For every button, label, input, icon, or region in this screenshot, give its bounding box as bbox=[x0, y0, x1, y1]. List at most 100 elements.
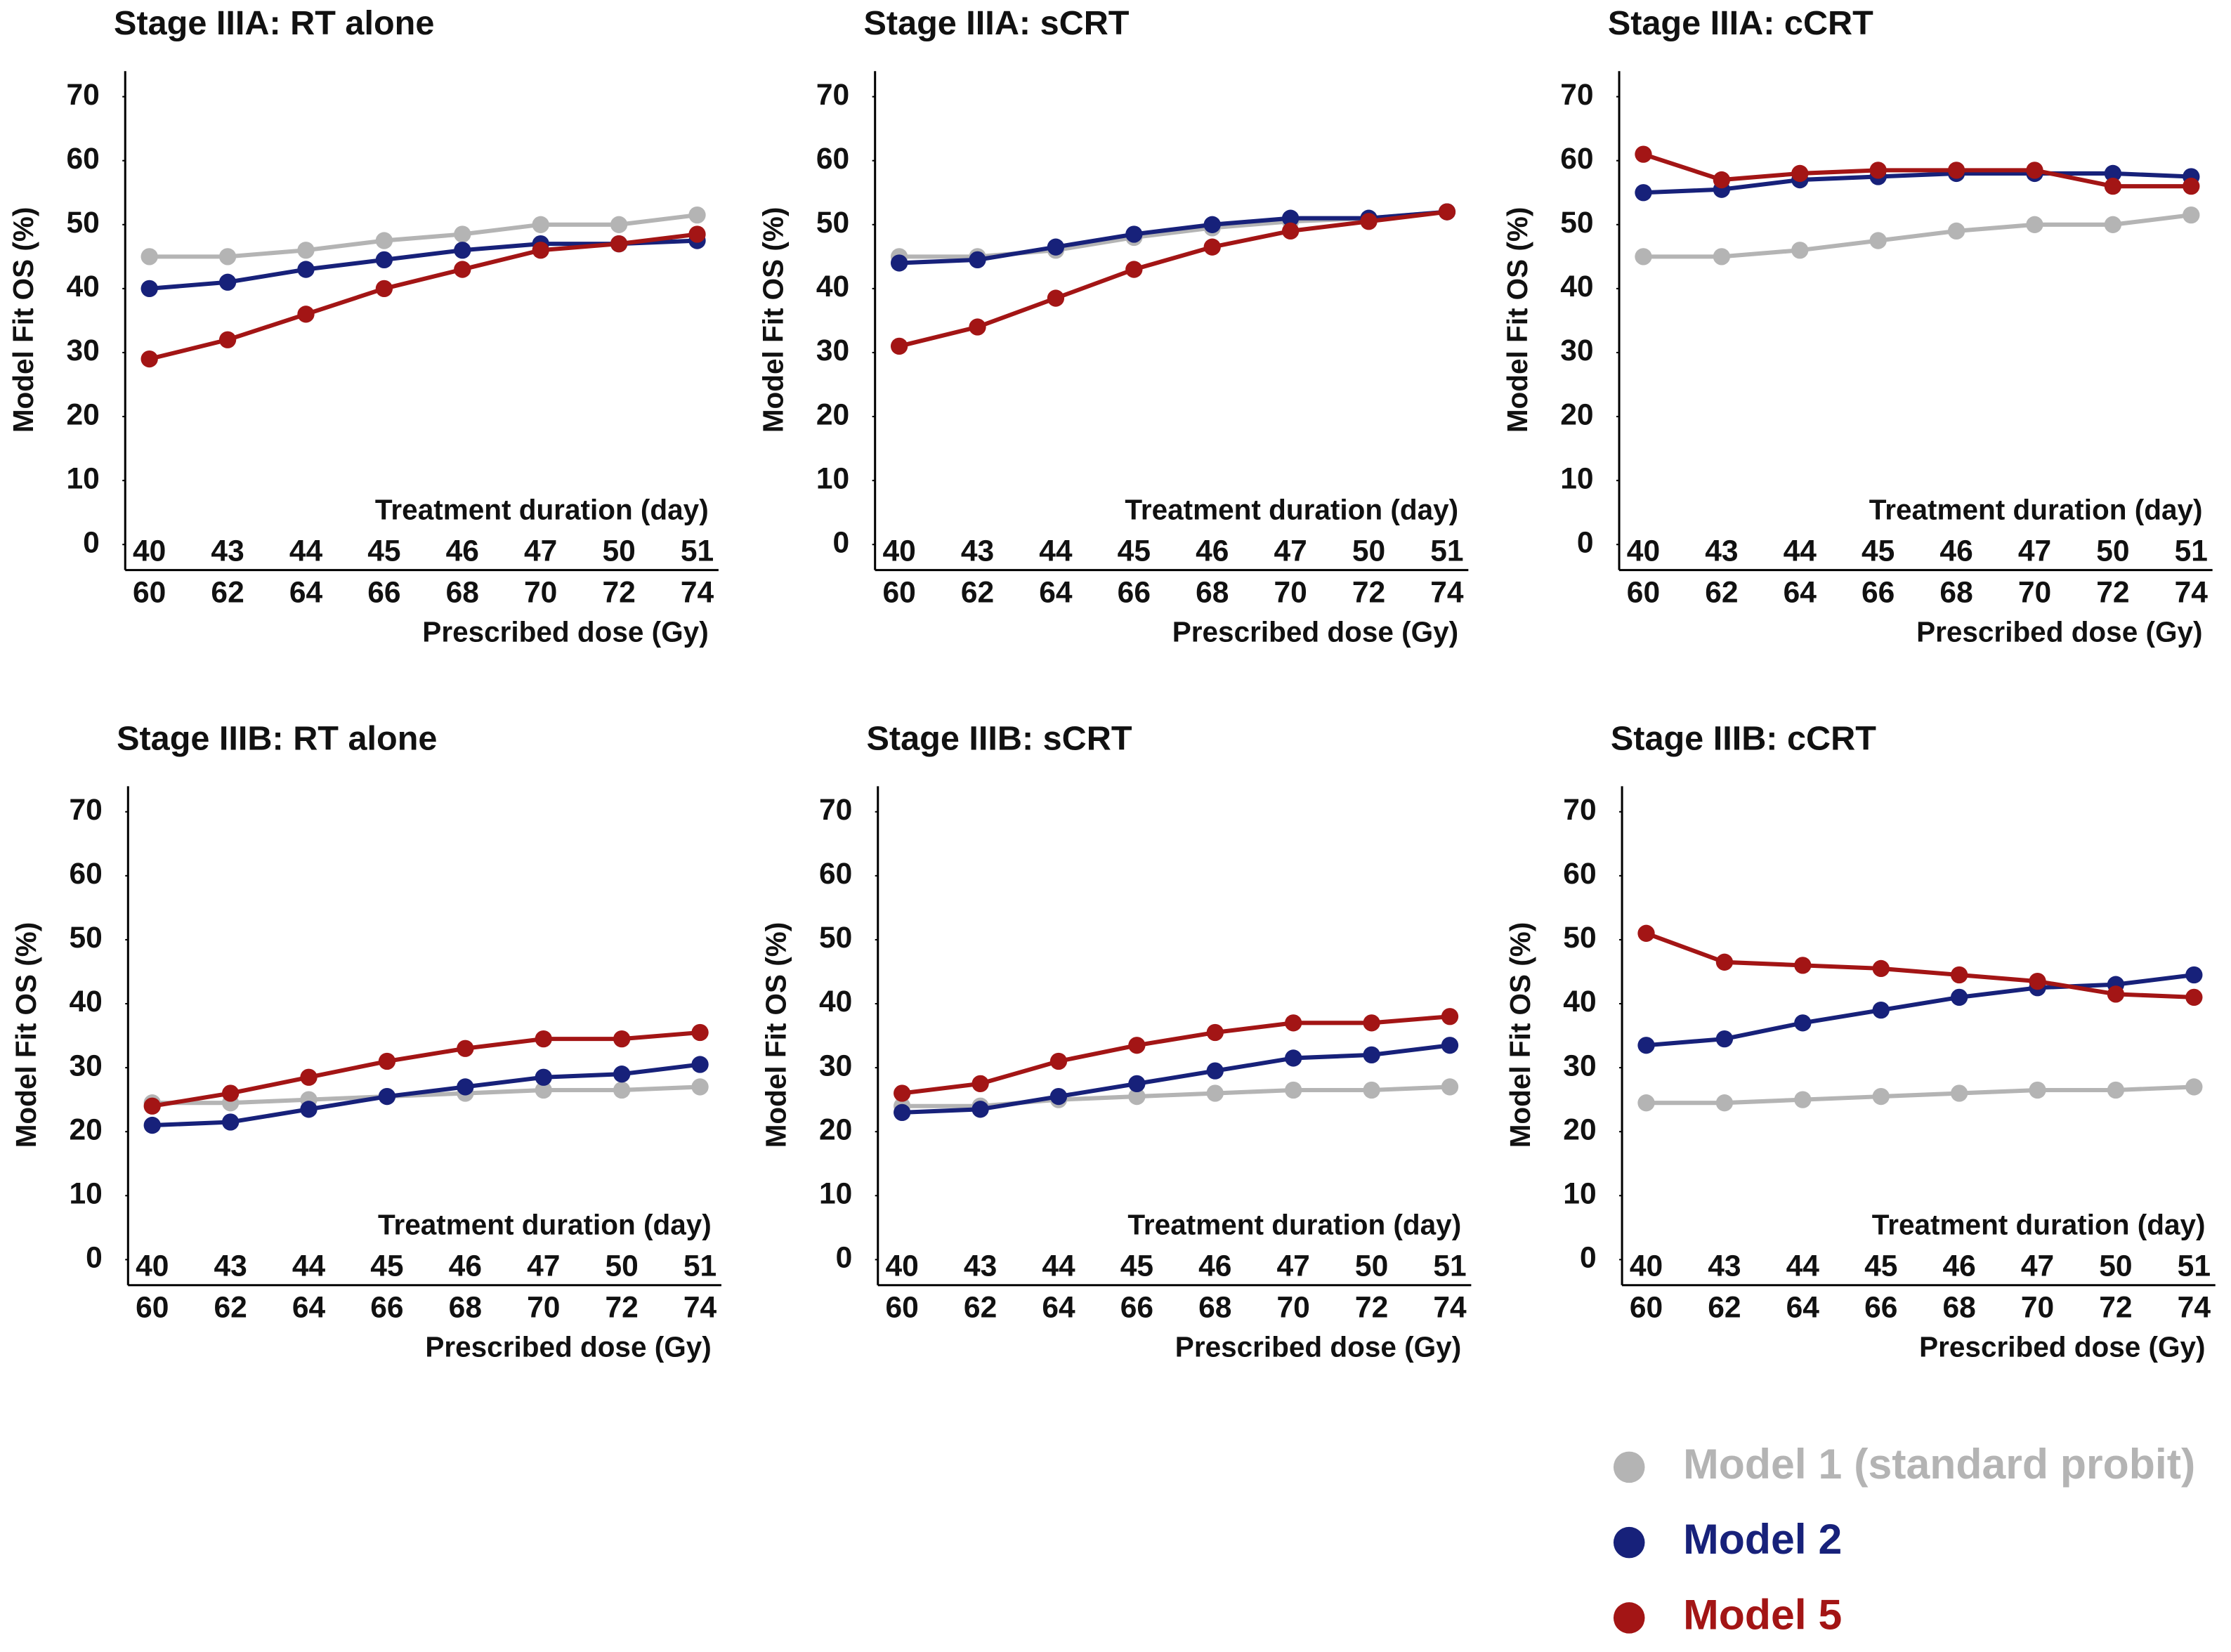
y-axis-label: Model Fit OS (%) bbox=[1504, 922, 1536, 1148]
data-point bbox=[2026, 216, 2043, 233]
data-point bbox=[1125, 261, 1143, 278]
y-tick-label: 40 bbox=[66, 270, 99, 303]
y-tick-label: 50 bbox=[816, 206, 849, 240]
data-point bbox=[691, 1023, 709, 1042]
x2-axis-label: Treatment duration (day) bbox=[1127, 1209, 1461, 1241]
data-point bbox=[297, 261, 315, 278]
data-point bbox=[1794, 957, 1812, 974]
duration-label: 44 bbox=[1784, 535, 1817, 568]
y-axis-label: Model Fit OS (%) bbox=[757, 207, 790, 433]
x-tick-label: 66 bbox=[370, 1291, 403, 1324]
duration-label: 50 bbox=[2099, 1250, 2132, 1283]
duration-label: 50 bbox=[1355, 1250, 1388, 1283]
data-point bbox=[1869, 232, 1887, 249]
x-tick-label: 66 bbox=[1120, 1291, 1153, 1324]
x-tick-label: 68 bbox=[1196, 576, 1229, 609]
data-point bbox=[457, 1040, 474, 1057]
x-tick-label: 72 bbox=[605, 1291, 638, 1324]
duration-label: 47 bbox=[2018, 535, 2051, 568]
data-point bbox=[688, 206, 706, 224]
duration-label: 43 bbox=[214, 1250, 247, 1283]
chart-title: Stage IIIA: cCRT bbox=[1608, 4, 1873, 42]
y-tick-label: 60 bbox=[816, 143, 849, 176]
data-point bbox=[1794, 1014, 1812, 1032]
data-point bbox=[1441, 1037, 1459, 1054]
x-tick-label: 66 bbox=[1118, 576, 1151, 609]
series-line bbox=[898, 209, 1448, 348]
data-point bbox=[1715, 953, 1734, 971]
data-point bbox=[1637, 1037, 1655, 1054]
x-tick-label: 70 bbox=[1274, 576, 1307, 609]
duration-label: 47 bbox=[527, 1250, 560, 1283]
duration-label: 46 bbox=[449, 1250, 482, 1283]
data-point bbox=[378, 1052, 396, 1070]
y-tick-label: 60 bbox=[66, 143, 99, 176]
duration-label: 40 bbox=[133, 535, 166, 568]
y-tick-label: 70 bbox=[70, 794, 103, 827]
y-tick-label: 50 bbox=[1560, 206, 1593, 240]
data-point bbox=[1872, 959, 1890, 978]
series-line bbox=[152, 1062, 700, 1128]
duration-label: 50 bbox=[605, 1250, 638, 1283]
data-point bbox=[218, 331, 237, 348]
series-line bbox=[1646, 1084, 2194, 1106]
series-line bbox=[898, 209, 1448, 266]
data-point bbox=[610, 235, 628, 253]
x-axis-label: Prescribed dose (Gy) bbox=[1919, 1331, 2205, 1363]
data-point bbox=[1203, 216, 1221, 233]
duration-label: 43 bbox=[1708, 1250, 1741, 1283]
x-tick-label: 70 bbox=[527, 1291, 560, 1324]
legend-label: Model 5 bbox=[1683, 1590, 1842, 1638]
x-tick-label: 74 bbox=[683, 1291, 717, 1324]
x-tick-label: 70 bbox=[2018, 576, 2051, 609]
y-tick-label: 10 bbox=[1563, 1178, 1596, 1211]
y-tick-label: 60 bbox=[1563, 858, 1596, 891]
duration-label: 46 bbox=[1942, 1250, 1975, 1283]
x-tick-label: 68 bbox=[446, 576, 479, 609]
legend-marker bbox=[1613, 1526, 1645, 1559]
data-point bbox=[2185, 1078, 2203, 1096]
series-line bbox=[152, 1084, 700, 1106]
data-point bbox=[969, 318, 986, 336]
duration-label: 40 bbox=[882, 535, 915, 568]
legend-label: Model 1 (standard probit) bbox=[1683, 1440, 2195, 1488]
data-point bbox=[1947, 222, 1965, 240]
data-point bbox=[300, 1101, 318, 1118]
x-tick-label: 62 bbox=[211, 576, 244, 609]
data-point bbox=[613, 1030, 631, 1048]
duration-label: 51 bbox=[681, 535, 714, 568]
duration-label: 44 bbox=[289, 535, 323, 568]
y-tick-label: 40 bbox=[819, 985, 852, 1018]
x-tick-label: 68 bbox=[1942, 1291, 1975, 1324]
data-point bbox=[890, 337, 908, 355]
x-tick-label: 68 bbox=[1939, 576, 1972, 609]
duration-label: 40 bbox=[1627, 535, 1660, 568]
x-tick-label: 74 bbox=[1430, 576, 1464, 609]
x-tick-label: 64 bbox=[1786, 1291, 1820, 1324]
data-point bbox=[1285, 1081, 1302, 1099]
series-line bbox=[901, 1014, 1451, 1096]
y-tick-label: 20 bbox=[1560, 398, 1593, 431]
x-tick-label: 64 bbox=[292, 1291, 326, 1324]
x-tick-label: 72 bbox=[2096, 576, 2129, 609]
y-tick-label: 0 bbox=[86, 1242, 103, 1275]
series-line bbox=[1643, 213, 2192, 259]
data-point bbox=[535, 1068, 552, 1086]
data-point bbox=[143, 1097, 161, 1115]
data-point bbox=[218, 273, 237, 291]
chart-title: Stage IIIB: cCRT bbox=[1611, 719, 1876, 757]
x-tick-label: 74 bbox=[2175, 576, 2209, 609]
x-tick-label: 60 bbox=[133, 576, 166, 609]
duration-label: 46 bbox=[1939, 535, 1972, 568]
y-tick-label: 0 bbox=[83, 526, 100, 559]
y-tick-label: 20 bbox=[1563, 1113, 1596, 1146]
x-axis-label: Prescribed dose (Gy) bbox=[1916, 615, 2202, 648]
data-point bbox=[143, 1116, 161, 1134]
data-point bbox=[300, 1068, 318, 1086]
duration-label: 47 bbox=[1277, 1250, 1310, 1283]
data-point bbox=[2026, 162, 2043, 179]
y-tick-label: 0 bbox=[833, 526, 850, 559]
duration-label: 43 bbox=[1705, 535, 1738, 568]
duration-label: 47 bbox=[524, 535, 557, 568]
y-tick-label: 70 bbox=[1560, 79, 1593, 112]
